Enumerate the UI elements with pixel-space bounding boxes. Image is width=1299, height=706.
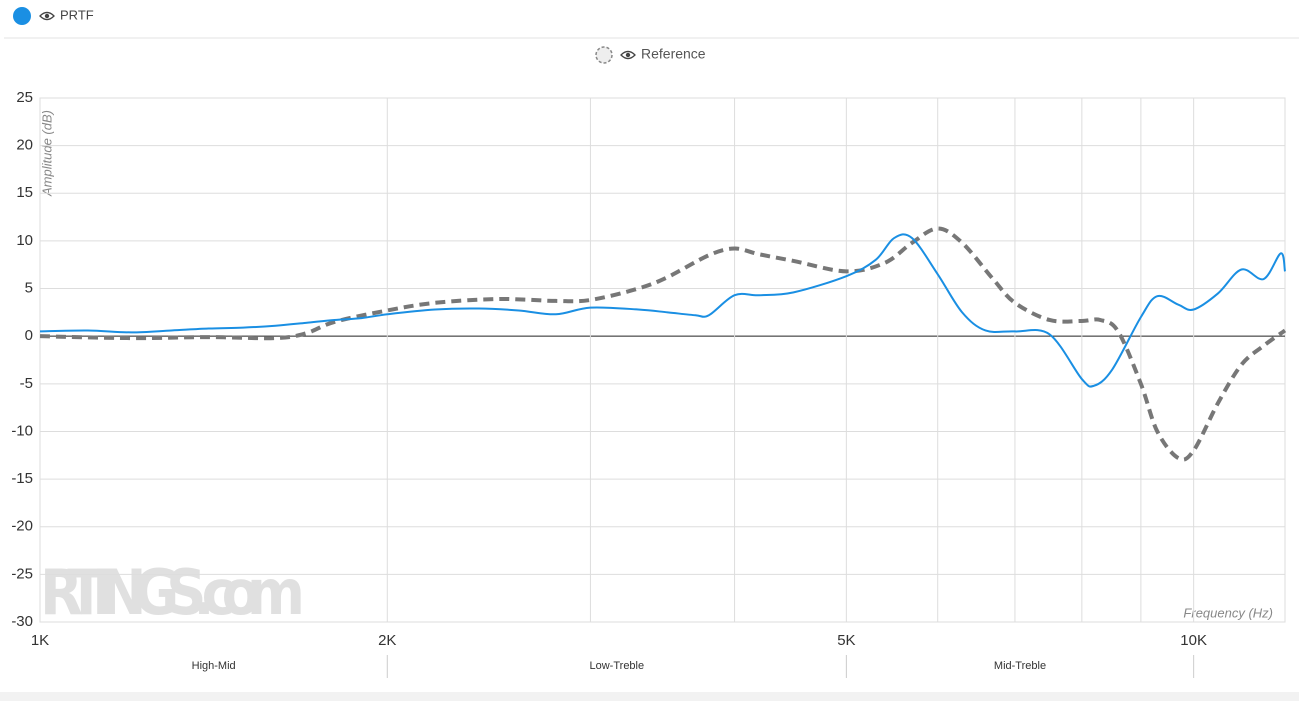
legend-prtf[interactable]: PRTF [13,7,94,25]
band-label: High-Mid [192,660,236,672]
y-axis-title: Amplitude (dB) [39,110,54,197]
series-line [39,226,1287,462]
y-tick-label: 15 [16,184,33,201]
y-tick-label: -20 [11,518,33,535]
plot-border [39,97,1286,623]
x-tick-label: 1K [31,632,49,649]
eye-icon[interactable] [39,11,55,21]
legend-label[interactable]: PRTF [60,7,94,22]
eye-icon[interactable] [620,50,636,60]
watermark: RTINGS.com [40,556,305,629]
y-tick-label: -25 [11,565,33,582]
x-tick-label: 10K [1180,632,1207,649]
y-tick-label: 20 [16,137,33,154]
y-tick-label: -30 [11,613,33,630]
y-tick-label: -5 [20,375,33,392]
y-tick-label: -10 [11,422,33,439]
legend-reference[interactable]: Reference [595,46,706,64]
legend-label[interactable]: Reference [641,46,706,62]
footer-strip [0,692,1299,701]
y-tick-label: 0 [25,327,33,344]
band-label: Mid-Treble [994,660,1046,672]
y-tick-label: 10 [16,232,33,249]
y-tick-label: 5 [25,280,33,297]
legend-swatch[interactable] [13,7,31,25]
band-label: Low-Treble [590,660,645,672]
x-axis-title: Frequency (Hz) [1183,605,1273,620]
x-tick-label: 2K [378,632,396,649]
series-line [39,233,1286,388]
y-tick-label: 25 [16,89,33,106]
y-tick-label: -15 [11,470,33,487]
legend-swatch[interactable] [595,46,613,64]
x-tick-label: 5K [837,632,855,649]
